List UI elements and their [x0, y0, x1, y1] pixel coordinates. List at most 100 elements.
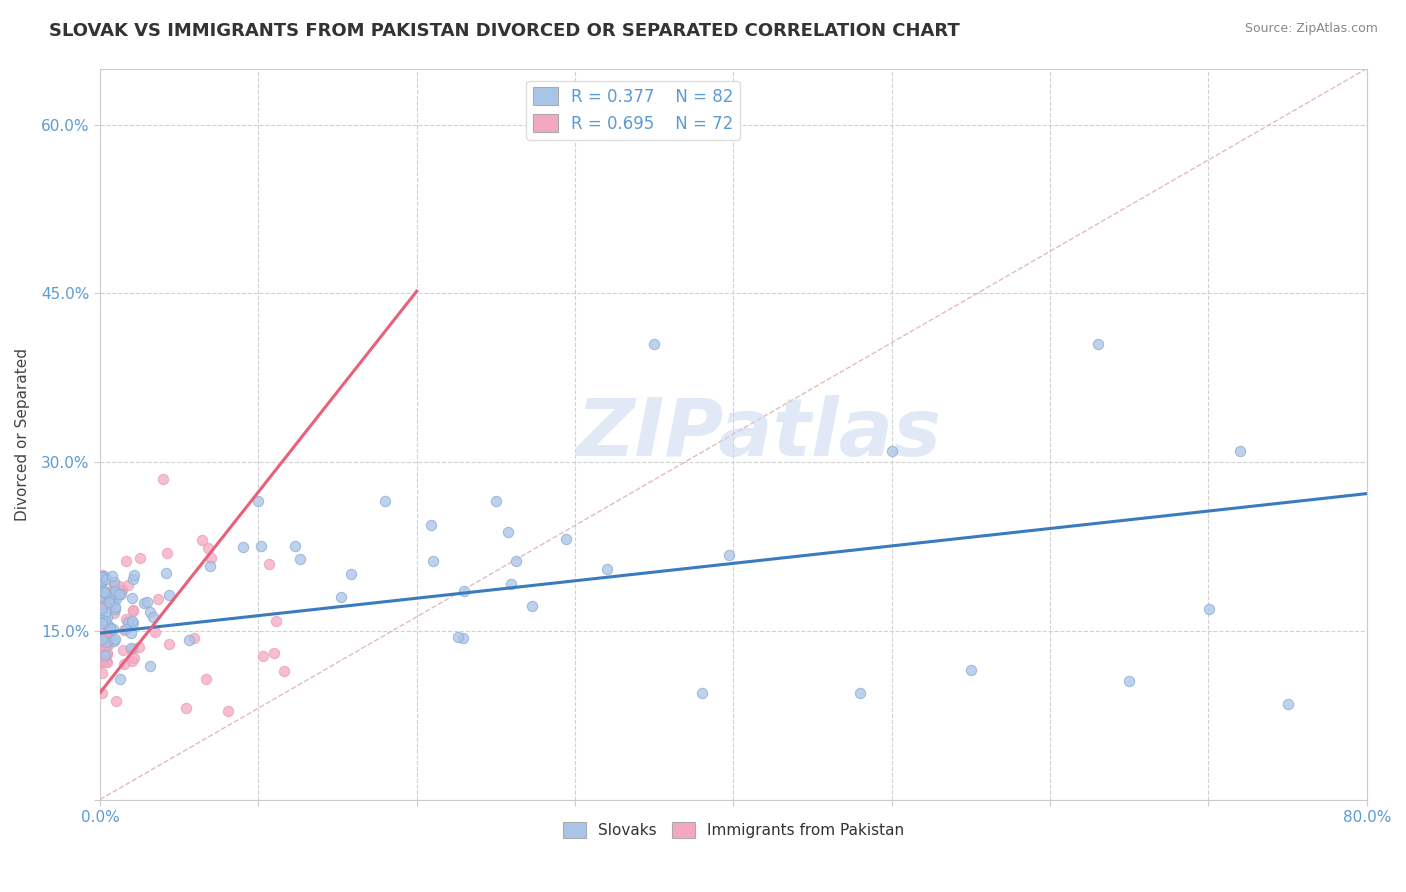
- Point: [94, 606, 117, 620]
- Point: [288, 552, 311, 566]
- Point: [247, 494, 270, 508]
- Point: [96, 631, 118, 645]
- Point: [112, 623, 135, 637]
- Point: [183, 631, 205, 645]
- Point: [717, 548, 740, 562]
- Point: [121, 591, 143, 605]
- Point: [96, 655, 118, 669]
- Point: [1229, 443, 1251, 458]
- Point: [98, 619, 121, 633]
- Point: [90, 654, 112, 668]
- Point: [94, 614, 117, 628]
- Point: [249, 539, 271, 553]
- Point: [96, 647, 118, 661]
- Point: [105, 694, 128, 708]
- Point: [90, 601, 112, 615]
- Point: [273, 665, 295, 679]
- Point: [108, 672, 131, 686]
- Point: [98, 595, 121, 609]
- Point: [1198, 601, 1220, 615]
- Point: [100, 597, 122, 611]
- Point: [217, 704, 239, 718]
- Point: [103, 578, 125, 592]
- Point: [90, 598, 112, 612]
- Point: [93, 633, 115, 648]
- Point: [339, 567, 361, 582]
- Point: [94, 628, 117, 642]
- Point: [100, 584, 122, 599]
- Point: [94, 634, 117, 648]
- Point: [101, 593, 124, 607]
- Point: [90, 632, 112, 646]
- Point: [90, 601, 112, 615]
- Point: [174, 701, 197, 715]
- Point: [1087, 337, 1109, 351]
- Point: [117, 615, 139, 629]
- Point: [146, 592, 169, 607]
- Point: [505, 554, 527, 568]
- Point: [960, 663, 983, 677]
- Point: [90, 582, 112, 597]
- Point: [108, 579, 131, 593]
- Y-axis label: Divorced or Separated: Divorced or Separated: [15, 348, 30, 521]
- Point: [122, 573, 145, 587]
- Text: ZIPatlas: ZIPatlas: [576, 395, 941, 473]
- Point: [91, 583, 114, 598]
- Point: [232, 540, 254, 554]
- Point: [122, 567, 145, 582]
- Point: [94, 652, 117, 666]
- Point: [93, 568, 115, 582]
- Point: [374, 494, 396, 508]
- Point: [499, 577, 522, 591]
- Point: [90, 575, 112, 590]
- Point: [849, 686, 872, 700]
- Point: [90, 613, 112, 627]
- Point: [101, 582, 124, 597]
- Point: [121, 614, 143, 628]
- Point: [257, 558, 280, 572]
- Point: [96, 596, 118, 610]
- Point: [1277, 697, 1299, 711]
- Point: [103, 575, 125, 590]
- Point: [96, 647, 118, 661]
- Point: [121, 654, 143, 668]
- Point: [93, 584, 115, 599]
- Point: [91, 597, 114, 611]
- Point: [264, 615, 287, 629]
- Point: [122, 604, 145, 618]
- Point: [96, 636, 118, 650]
- Point: [120, 641, 142, 656]
- Point: [97, 639, 120, 653]
- Text: SLOVAK VS IMMIGRANTS FROM PAKISTAN DIVORCED OR SEPARATED CORRELATION CHART: SLOVAK VS IMMIGRANTS FROM PAKISTAN DIVOR…: [49, 22, 960, 40]
- Point: [136, 595, 159, 609]
- Point: [330, 591, 353, 605]
- Point: [94, 572, 117, 586]
- Point: [122, 651, 145, 665]
- Point: [96, 593, 118, 607]
- Point: [880, 443, 903, 458]
- Point: [142, 609, 165, 624]
- Point: [115, 554, 138, 568]
- Point: [115, 622, 138, 636]
- Point: [90, 654, 112, 668]
- Point: [132, 596, 155, 610]
- Point: [101, 569, 124, 583]
- Point: [157, 588, 180, 602]
- Point: [90, 568, 112, 582]
- Point: [97, 631, 120, 645]
- Point: [120, 626, 142, 640]
- Point: [104, 632, 127, 647]
- Point: [93, 640, 115, 654]
- Point: [496, 524, 519, 539]
- Point: [191, 533, 214, 547]
- Point: [96, 610, 118, 624]
- Point: [200, 559, 222, 574]
- Point: [522, 599, 544, 614]
- Point: [94, 640, 117, 654]
- Point: [122, 616, 145, 631]
- Point: [96, 655, 118, 669]
- Point: [121, 603, 143, 617]
- Point: [451, 631, 474, 645]
- Point: [156, 546, 179, 560]
- Point: [643, 337, 665, 351]
